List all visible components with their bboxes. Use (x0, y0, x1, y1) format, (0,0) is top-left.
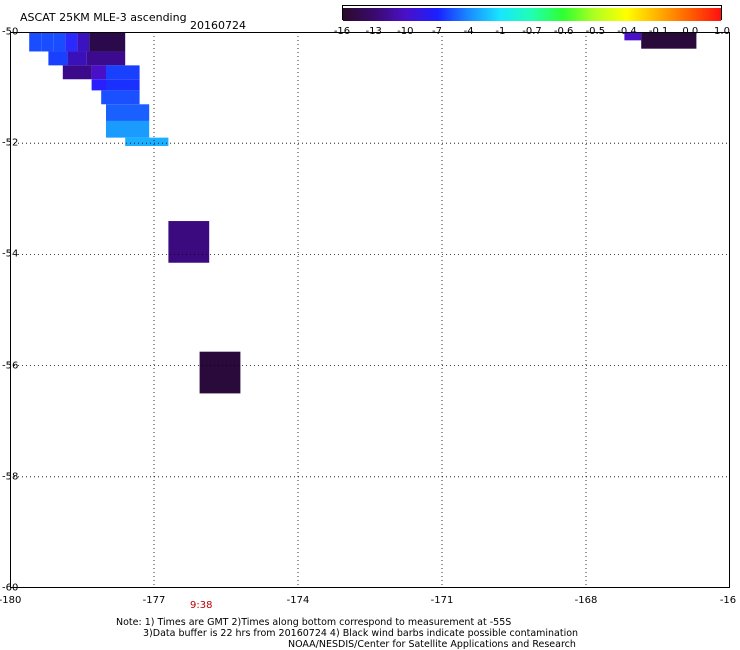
colorbar-ticks: -16 -13 -10 -7 -4 -1 -0.7 -0.6 -0.5 -0.4 -0.1 0.0 1.… (0, 26, 740, 40)
longitude-label: -168 (574, 595, 598, 606)
time-label: 9:38 (190, 600, 213, 611)
map-plot (10, 32, 730, 588)
latitude-label: -50 (2, 26, 19, 38)
data-cell (77, 32, 90, 52)
note-line-1: Note: 1) Times are GMT 2)Times along bot… (116, 617, 512, 628)
colorbar-tick-label: -16 (333, 26, 351, 37)
data-cell (106, 104, 150, 121)
latitude-label: -60 (2, 582, 19, 594)
data-cell (48, 51, 68, 66)
colorbar-tick-label: -10 (397, 26, 414, 37)
data-cell (62, 65, 92, 80)
note-line-3: NOAA/NESDIS/Center for Satellite Applica… (288, 639, 576, 650)
data-cell (29, 32, 42, 52)
colorbar-tick-label: -0.7 (522, 26, 542, 37)
latitude-label: -54 (2, 248, 19, 260)
data-cell (91, 65, 106, 80)
data-cell (91, 79, 106, 91)
colorbar-gradient (343, 8, 721, 21)
chart-date: 20160724 (190, 19, 246, 32)
colorbar-tick-label: -0.5 (585, 26, 606, 37)
data-cell (101, 90, 140, 105)
colorbar-tick-label: -1 (495, 26, 506, 37)
data-cell (125, 137, 169, 146)
colorbar-tick-label: -0.1 (648, 26, 669, 37)
colorbar-tick-label: -4 (463, 26, 474, 37)
colorbar-tick-label: -0.4 (617, 26, 637, 37)
colorbar-tick-label: -0.6 (553, 26, 574, 37)
latitude-label: -58 (2, 471, 19, 483)
latitude-label: -52 (2, 137, 19, 149)
data-cell (624, 32, 642, 41)
note-line-2: 3)Data buffer is 22 hrs from 20160724 4)… (143, 628, 579, 639)
data-cell (53, 32, 66, 52)
colorbar (342, 5, 722, 21)
longitude-label: -16 (719, 595, 737, 606)
data-cell (106, 79, 140, 91)
colorbar-tick-label: -13 (365, 26, 382, 37)
data-cell (41, 32, 54, 52)
longitude-label: -180 (0, 595, 22, 606)
chart-title: ASCAT 25KM MLE-3 ascending (20, 11, 187, 24)
data-cell (168, 221, 210, 263)
data-cell (199, 351, 241, 394)
data-cell (86, 51, 126, 66)
data-cell (65, 32, 78, 52)
data-cell (67, 51, 87, 66)
data-cell (89, 32, 126, 52)
longitude-label: -174 (286, 595, 310, 606)
map-frame (10, 32, 730, 588)
colorbar-tick-label: -7 (432, 26, 442, 37)
data-cell (106, 65, 140, 80)
longitude-label: -171 (430, 595, 454, 606)
data-cell (106, 120, 150, 138)
colorbar-tick-label: 1.0 (714, 26, 730, 37)
latitude-label: -56 (2, 360, 19, 372)
longitude-label: -177 (142, 595, 166, 606)
colorbar-tick-label: 0.0 (682, 26, 699, 37)
data-cell (641, 32, 697, 49)
